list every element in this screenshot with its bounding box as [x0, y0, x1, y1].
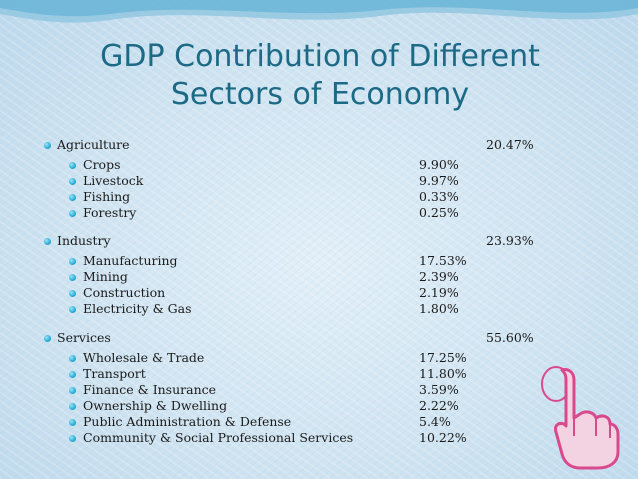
- subsector-value: 2.19%: [419, 285, 459, 300]
- bullet-icon: [69, 435, 76, 442]
- wave-decoration: [0, 0, 638, 23]
- bullet-icon: [69, 419, 76, 426]
- bullet-icon: [69, 403, 76, 410]
- subsector-label: Wholesale & Trade: [83, 350, 205, 365]
- bullet-icon: [69, 274, 76, 281]
- subsector-label: Electricity & Gas: [83, 301, 192, 316]
- subsector-value: 17.25%: [419, 350, 467, 365]
- bullet-icon: [69, 210, 76, 217]
- sector-row: Services 55.60%: [0, 330, 638, 347]
- bullet-icon: [69, 306, 76, 313]
- subsector-value: 9.90%: [419, 157, 459, 172]
- subsector-label: Public Administration & Defense: [83, 414, 292, 429]
- subsector-label: Finance & Insurance: [83, 382, 217, 397]
- sector-row: Industry 23.93%: [0, 233, 638, 250]
- subsector-row: Mining 2.39%: [0, 269, 638, 286]
- bullet-icon: [44, 335, 51, 342]
- subsector-label: Forestry: [83, 205, 137, 220]
- subsector-value: 10.22%: [419, 430, 467, 445]
- subsector-row: Forestry 0.25%: [0, 205, 638, 222]
- bullet-icon: [69, 387, 76, 394]
- subsector-label: Livestock: [83, 173, 144, 188]
- subsector-value: 3.59%: [419, 382, 459, 397]
- subsector-value: 1.80%: [419, 301, 459, 316]
- bullet-icon: [44, 238, 51, 245]
- subsector-label: Crops: [83, 157, 121, 172]
- slide-title: GDP Contribution of Different Sectors of…: [40, 38, 600, 114]
- bullet-icon: [69, 371, 76, 378]
- subsector-value: 11.80%: [419, 366, 467, 381]
- subsector-label: Ownership & Dwelling: [83, 398, 228, 413]
- sector-label: Agriculture: [57, 137, 130, 152]
- subsector-row: Community & Social Professional Services…: [0, 430, 638, 447]
- subsector-row: Public Administration & Defense 5.4%: [0, 414, 638, 431]
- subsector-label: Mining: [83, 269, 128, 284]
- pointing-hand-icon: [541, 366, 620, 470]
- sector-label: Industry: [57, 233, 111, 248]
- subsector-label: Manufacturing: [83, 253, 178, 268]
- subsector-label: Construction: [83, 285, 166, 300]
- subsector-row: Manufacturing 17.53%: [0, 253, 638, 270]
- subsector-value: 2.22%: [419, 398, 459, 413]
- subsector-row: Transport 11.80%: [0, 366, 638, 383]
- subsector-label: Community & Social Professional Services: [83, 430, 354, 445]
- bullet-icon: [44, 142, 51, 149]
- subsector-row: Electricity & Gas 1.80%: [0, 301, 638, 318]
- subsector-label: Fishing: [83, 189, 131, 204]
- sector-label: Services: [57, 330, 111, 345]
- subsector-row: Construction 2.19%: [0, 285, 638, 302]
- subsector-value: 2.39%: [419, 269, 459, 284]
- bullet-icon: [69, 194, 76, 201]
- sector-value: 23.93%: [486, 233, 534, 248]
- subsector-value: 0.25%: [419, 205, 459, 220]
- subsector-row: Crops 9.90%: [0, 157, 638, 174]
- subsector-row: Livestock 9.97%: [0, 173, 638, 190]
- subsector-row: Ownership & Dwelling 2.22%: [0, 398, 638, 415]
- title-line-2: Sectors of Economy: [170, 77, 470, 112]
- bullet-icon: [69, 162, 76, 169]
- sector-value: 20.47%: [486, 137, 534, 152]
- sector-row: Agriculture 20.47%: [0, 137, 638, 154]
- subsector-value: 17.53%: [419, 253, 467, 268]
- bullet-icon: [69, 258, 76, 265]
- subsector-value: 9.97%: [419, 173, 459, 188]
- subsector-label: Transport: [83, 366, 146, 381]
- title-line-1: GDP Contribution of Different: [100, 39, 540, 74]
- subsector-row: Wholesale & Trade 17.25%: [0, 350, 638, 367]
- bullet-icon: [69, 355, 76, 362]
- subsector-value: 5.4%: [419, 414, 451, 429]
- subsector-row: Fishing 0.33%: [0, 189, 638, 206]
- subsector-value: 0.33%: [419, 189, 459, 204]
- subsector-row: Finance & Insurance 3.59%: [0, 382, 638, 399]
- bullet-icon: [69, 178, 76, 185]
- sector-value: 55.60%: [486, 330, 534, 345]
- bullet-icon: [69, 290, 76, 297]
